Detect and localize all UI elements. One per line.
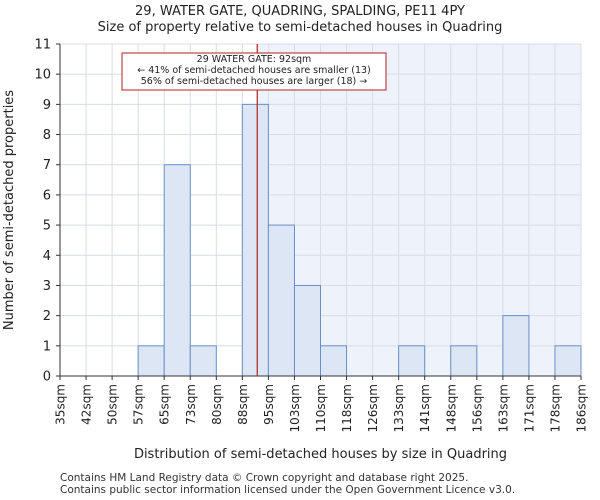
histogram-bar	[189, 345, 217, 377]
x-tick-label: 57sqm	[132, 384, 146, 425]
histogram-bar	[450, 345, 478, 377]
x-tick-label: 35sqm	[54, 384, 68, 425]
histogram-bar	[320, 345, 348, 377]
histogram-bar	[554, 345, 582, 377]
annotation-line: 29 WATER GATE: 92sqm	[197, 54, 312, 65]
histogram-bar	[163, 164, 191, 377]
histogram-bar	[398, 345, 426, 377]
x-tick-label: 126sqm	[366, 384, 380, 432]
x-tick-label: 80sqm	[210, 384, 224, 425]
x-tick-label: 178sqm	[548, 384, 562, 432]
histogram-chart: 0 1 2 3 4 5 6 7 8 9 10 11 35sqm 42sqm 50sqm 57sqm 65sqm 7…	[2, 38, 589, 463]
x-tick-label: 163sqm	[496, 384, 510, 432]
x-tick-label: 186sqm	[575, 384, 589, 432]
histogram-bar	[293, 284, 322, 377]
chart-title: 29, WATER GATE, QUADRING, SPALDING, PE11…	[135, 4, 465, 19]
y-tick-label: 11	[34, 38, 51, 53]
annotation-box	[121, 52, 387, 91]
x-tick-label: 88sqm	[236, 384, 250, 425]
histogram-bar	[137, 345, 165, 377]
y-tick-label: 9	[43, 98, 51, 113]
annotation-line: 56% of semi-detached houses are larger (…	[141, 76, 368, 87]
annotation-line: ← 41% of semi-detached houses are smalle…	[137, 65, 371, 76]
y-tick-label: 4	[43, 249, 51, 264]
y-axis-title: Number of semi-detached properties	[2, 90, 17, 330]
y-tick-label: 8	[43, 128, 51, 143]
x-tick-label: 133sqm	[392, 384, 406, 432]
footer-licence: Contains public sector information licen…	[60, 484, 516, 496]
histogram-bar	[241, 103, 269, 377]
y-tick-label: 0	[43, 370, 51, 385]
x-tick-label: 65sqm	[158, 384, 172, 425]
y-tick-label: 5	[43, 219, 51, 234]
x-tick-label: 148sqm	[444, 384, 458, 432]
y-tick-label: 6	[43, 188, 51, 203]
histogram-bar	[502, 315, 530, 377]
y-tick-label: 7	[43, 158, 51, 173]
x-tick-label: 73sqm	[184, 384, 198, 425]
x-tick-label: 42sqm	[80, 384, 94, 425]
y-tick-label: 10	[34, 68, 51, 83]
footer-copyright: Contains HM Land Registry data © Crown c…	[60, 472, 469, 484]
x-tick-label: 110sqm	[314, 384, 328, 432]
histogram-bar	[267, 224, 295, 377]
x-tick-label: 103sqm	[288, 384, 302, 432]
x-tick-label: 50sqm	[106, 384, 120, 425]
chart-subtitle: Size of property relative to semi-detach…	[97, 20, 503, 35]
x-tick-label: 171sqm	[522, 384, 536, 432]
x-tick-label: 95sqm	[262, 384, 276, 425]
y-tick-label: 1	[43, 339, 51, 354]
y-tick-label: 3	[43, 279, 51, 294]
x-tick-label: 156sqm	[470, 384, 484, 432]
y-tick-label: 2	[43, 309, 51, 324]
x-axis-title: Distribution of semi-detached houses by …	[134, 447, 507, 462]
x-tick-label: 118sqm	[340, 384, 354, 432]
x-tick-label: 141sqm	[418, 384, 432, 432]
